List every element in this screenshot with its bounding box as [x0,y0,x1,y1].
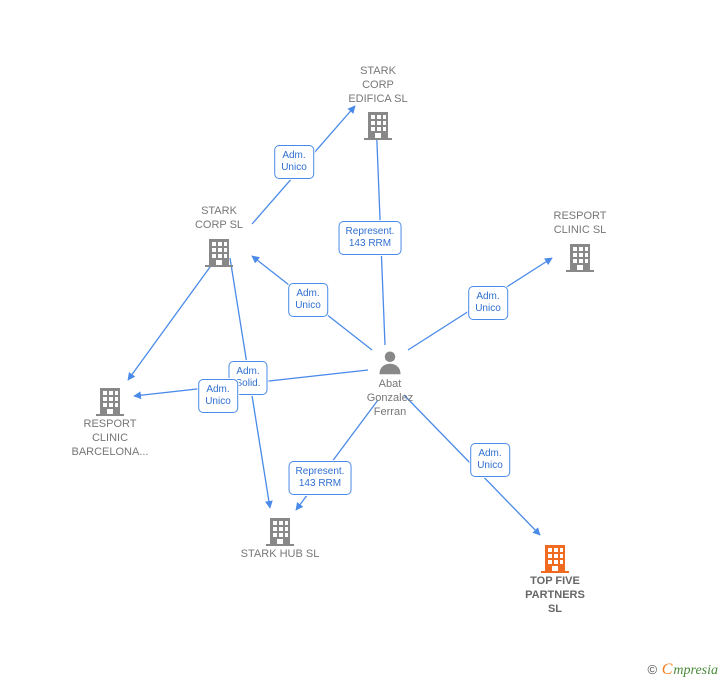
node-bcn[interactable]: RESPORT CLINIC BARCELONA... [50,382,170,459]
building-icon [318,108,438,140]
building-icon [50,384,170,416]
building-icon [520,240,640,272]
edge-e6 [128,256,218,380]
node-label-top5: TOP FIVE PARTNERS SL [495,575,615,616]
footer-brand: © Cmpresia [648,661,718,679]
brand-rest: mpresia [673,663,718,678]
network-canvas: Represent. 143 RRM Adm. Unico Adm. Unico Ad… [0,0,728,685]
node-label-corp: STARK CORP SL [159,205,279,233]
node-edifica[interactable]: STARK CORP EDIFICA SL [318,65,438,142]
edge-label-e1: Represent. 143 RRM [339,221,402,255]
node-top5[interactable]: TOP FIVE PARTNERS SL [495,539,615,616]
node-resport[interactable]: RESPORT CLINIC SL [520,210,640,274]
node-hub[interactable]: STARK HUB SL [220,512,340,562]
brand-initial: C [661,661,674,678]
node-label-edifica: STARK CORP EDIFICA SL [318,65,438,106]
edge-label-e3: Adm. Unico [274,145,314,179]
copyright-symbol: © [648,662,658,677]
edge-label-e9: Adm. Unico [470,443,510,477]
node-label-hub: STARK HUB SL [220,548,340,562]
edge-label-e2: Adm. Unico [288,283,328,317]
building-icon [159,235,279,267]
building-icon [220,514,340,546]
node-label-resport: RESPORT CLINIC SL [520,210,640,238]
building-icon [495,541,615,573]
node-label-center: Abat Gonzalez Ferran [330,378,450,419]
node-corp[interactable]: STARK CORP SL [159,205,279,269]
node-center[interactable]: Abat Gonzalez Ferran [330,346,450,419]
node-label-bcn: RESPORT CLINIC BARCELONA... [50,418,170,459]
edge-label-e6: Adm. Unico [198,379,238,413]
edge-label-e4: Adm. Unico [468,286,508,320]
edge-label-e7: Represent. 143 RRM [289,461,352,495]
person-icon [330,348,450,376]
